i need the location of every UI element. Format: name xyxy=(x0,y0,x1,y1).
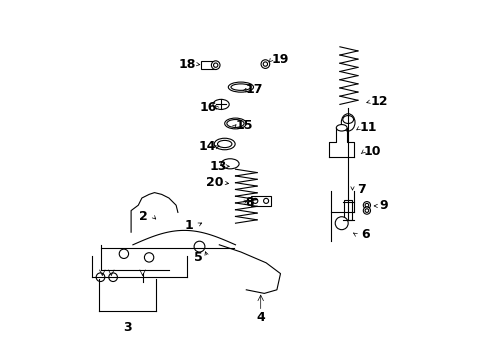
Ellipse shape xyxy=(221,159,239,169)
Text: 19: 19 xyxy=(271,53,288,66)
Circle shape xyxy=(365,203,368,207)
Text: 11: 11 xyxy=(359,121,377,134)
Text: 18: 18 xyxy=(178,58,195,71)
Circle shape xyxy=(252,198,257,203)
Circle shape xyxy=(108,273,117,282)
Circle shape xyxy=(213,63,218,67)
Ellipse shape xyxy=(224,118,246,129)
Text: 12: 12 xyxy=(370,95,387,108)
Ellipse shape xyxy=(217,140,231,148)
Ellipse shape xyxy=(228,82,253,92)
Ellipse shape xyxy=(336,125,346,131)
Text: 13: 13 xyxy=(209,160,227,173)
Text: 14: 14 xyxy=(199,140,216,153)
Circle shape xyxy=(194,241,204,252)
Text: 20: 20 xyxy=(206,176,224,189)
Ellipse shape xyxy=(230,84,250,90)
Text: 2: 2 xyxy=(139,210,148,222)
Text: 5: 5 xyxy=(194,251,203,264)
Circle shape xyxy=(363,202,370,209)
Text: 4: 4 xyxy=(256,311,264,324)
Circle shape xyxy=(144,253,153,262)
Circle shape xyxy=(263,198,268,203)
Circle shape xyxy=(363,207,370,214)
Ellipse shape xyxy=(213,99,229,109)
Text: 3: 3 xyxy=(123,321,132,334)
Ellipse shape xyxy=(214,138,235,150)
Circle shape xyxy=(365,209,368,212)
Ellipse shape xyxy=(341,114,354,131)
Text: 16: 16 xyxy=(199,101,216,114)
Circle shape xyxy=(211,61,220,69)
Text: 15: 15 xyxy=(235,119,253,132)
Text: 10: 10 xyxy=(363,145,380,158)
Bar xyxy=(250,196,270,206)
Circle shape xyxy=(96,273,104,282)
Ellipse shape xyxy=(226,120,244,127)
Circle shape xyxy=(261,60,269,68)
Circle shape xyxy=(335,217,347,230)
Text: 6: 6 xyxy=(360,228,368,241)
Text: 17: 17 xyxy=(245,83,263,96)
Ellipse shape xyxy=(342,116,353,123)
Text: 7: 7 xyxy=(356,183,365,195)
Text: 8: 8 xyxy=(245,196,254,209)
Circle shape xyxy=(119,249,128,258)
Text: 9: 9 xyxy=(379,199,387,212)
Text: 1: 1 xyxy=(184,219,193,231)
Bar xyxy=(343,200,352,220)
Circle shape xyxy=(263,62,267,66)
Bar xyxy=(201,61,215,69)
